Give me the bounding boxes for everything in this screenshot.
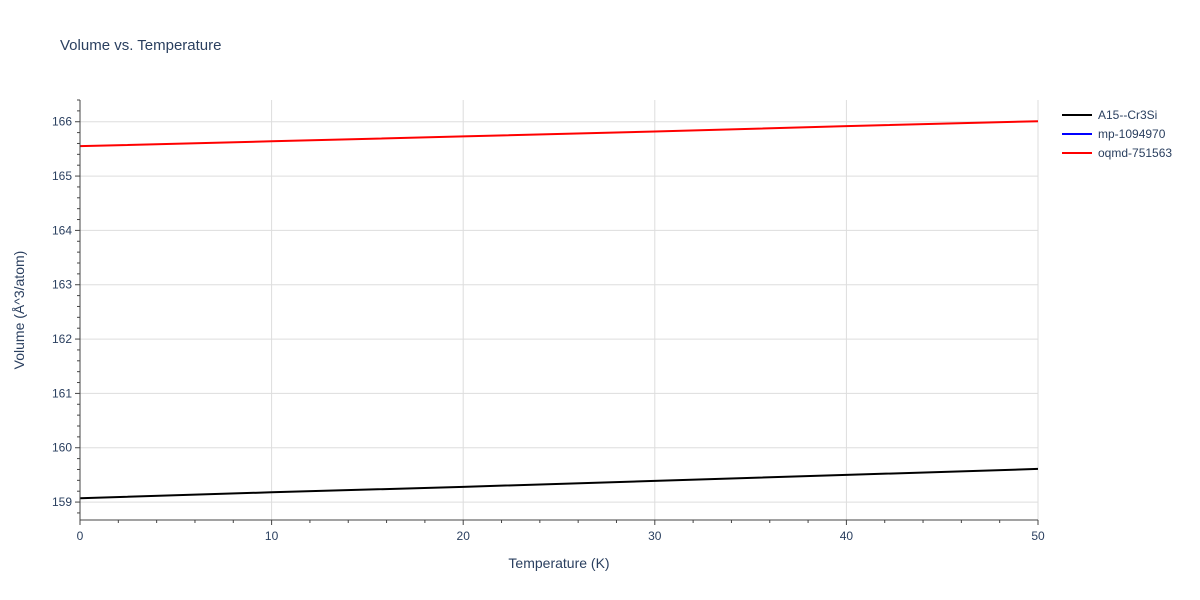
series-layer	[79, 120, 1039, 500]
y-axis-title: Volume (Å^3/atom)	[11, 251, 27, 370]
x-tick-label: 40	[840, 529, 854, 543]
y-tick-label: 166	[52, 115, 72, 129]
legend-item[interactable]: A15--Cr3Si	[1062, 108, 1157, 122]
y-tick-label: 165	[52, 169, 72, 183]
x-tick-label: 10	[265, 529, 279, 543]
series-line-A15--Cr3Si	[79, 467, 1039, 500]
chart-title: Volume vs. Temperature	[60, 37, 221, 54]
x-tick-label: 0	[77, 529, 84, 543]
legend-label: mp-1094970	[1098, 127, 1166, 141]
y-tick-label: 162	[52, 332, 72, 346]
y-tick-label: 161	[52, 386, 72, 400]
grid-layer	[80, 100, 1039, 520]
x-axis-title: Temperature (K)	[508, 555, 609, 571]
legend[interactable]: A15--Cr3Si mp-1094970 oqmd-751563	[1062, 108, 1172, 160]
legend-item[interactable]: oqmd-751563	[1062, 146, 1172, 160]
legend-label: A15--Cr3Si	[1098, 108, 1157, 122]
x-tick-label: 20	[457, 529, 471, 543]
legend-item[interactable]: mp-1094970	[1062, 127, 1166, 141]
y-tick-label: 159	[52, 495, 72, 509]
x-tick-label: 30	[648, 529, 662, 543]
x-tick-label: 50	[1031, 529, 1045, 543]
series-line-oqmd-751563	[79, 120, 1039, 148]
legend-label: oqmd-751563	[1098, 146, 1172, 160]
y-tick-label: 160	[52, 441, 72, 455]
y-tick-label: 163	[52, 278, 72, 292]
axis-layer: 0 10 20 30 40 50 159 160 161 162 163 164 165 166	[52, 99, 1045, 543]
y-tick-label: 164	[52, 223, 72, 237]
